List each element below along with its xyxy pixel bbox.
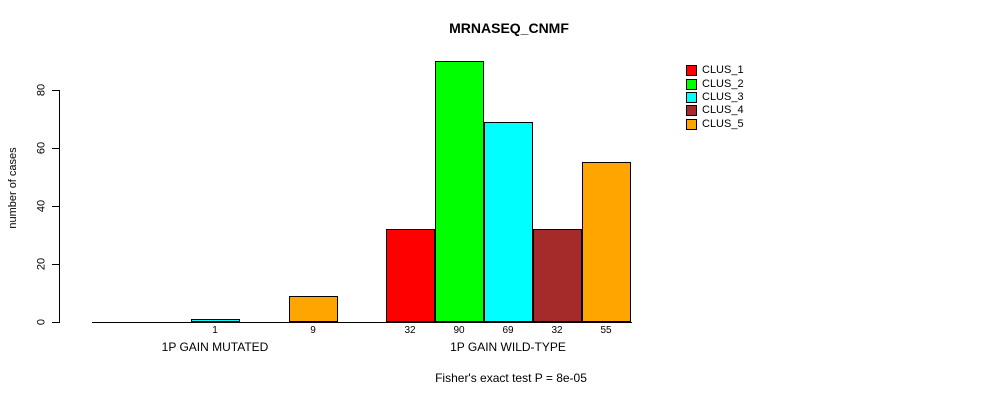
- bar-clus_3: [190, 319, 240, 322]
- legend-label: CLUS_1: [702, 64, 744, 77]
- y-tick-label: 40: [35, 199, 48, 213]
- bar-clus_1: [385, 229, 435, 322]
- x-axis-line: [92, 322, 632, 323]
- legend-label: CLUS_4: [702, 104, 744, 117]
- bar-clus_5: [581, 162, 631, 322]
- legend-swatch-clus_2: [686, 78, 697, 90]
- legend-label: CLUS_5: [702, 117, 744, 130]
- statistical-test-subtitle: Fisher's exact test P = 8e-05: [435, 371, 587, 385]
- legend-swatch-clus_3: [686, 91, 697, 103]
- legend-item: CLUS_5: [686, 118, 744, 131]
- y-axis-tick: [52, 322, 59, 323]
- y-tick-label: 60: [35, 141, 48, 155]
- y-axis-tick: [52, 264, 59, 265]
- bar-value-label: 32: [404, 325, 416, 336]
- legend: CLUS_1 CLUS_2 CLUS_3 CLUS_4 CLUS_5: [686, 64, 744, 131]
- bar-value-label: 32: [551, 325, 563, 336]
- group-label: 1P GAIN MUTATED: [161, 340, 269, 354]
- y-tick-label: 80: [35, 83, 48, 97]
- y-tick-label: 0: [35, 318, 48, 326]
- bar-clus_4: [532, 229, 582, 322]
- y-axis-tick: [52, 206, 59, 207]
- legend-item: CLUS_4: [686, 104, 744, 117]
- legend-label: CLUS_2: [702, 77, 744, 90]
- chart-title: MRNASEQ_CNMF: [449, 20, 569, 36]
- bar-value-label: 69: [502, 325, 514, 336]
- bar-value-label: 9: [310, 325, 316, 336]
- legend-swatch-clus_5: [686, 118, 697, 130]
- y-axis-tick: [52, 90, 59, 91]
- bar-value-label: 55: [600, 325, 612, 336]
- bar-clus_5: [288, 296, 338, 322]
- y-tick-label: 20: [35, 257, 48, 271]
- y-axis-line: [59, 90, 60, 323]
- bar-clus_3: [483, 122, 533, 322]
- legend-item: CLUS_2: [686, 77, 744, 90]
- bar-clus_2: [434, 61, 484, 322]
- legend-label: CLUS_3: [702, 90, 744, 103]
- legend-swatch-clus_4: [686, 105, 697, 117]
- y-axis-tick: [52, 148, 59, 149]
- group-label: 1P GAIN WILD-TYPE: [450, 340, 566, 354]
- bar-value-label: 90: [453, 325, 465, 336]
- legend-item: CLUS_3: [686, 91, 744, 104]
- legend-swatch-clus_1: [686, 65, 697, 77]
- bar-value-label: 1: [212, 325, 218, 336]
- legend-item: CLUS_1: [686, 64, 744, 77]
